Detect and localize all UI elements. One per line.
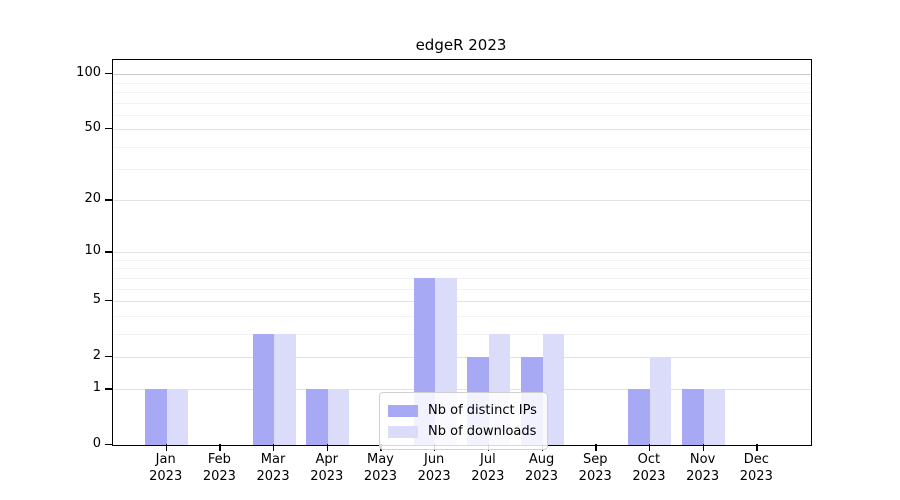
gridline-5 xyxy=(113,301,811,303)
y-tick-label-2: 2 xyxy=(92,347,101,363)
x-tick-label-month: Jun xyxy=(423,452,445,467)
bar-ips-apr xyxy=(306,389,328,445)
plot-area: Nb of distinct IPs Nb of downloads xyxy=(112,59,812,450)
gridline-minor xyxy=(113,333,811,335)
bar-downloads-mar xyxy=(274,333,296,445)
y-tick-label-20: 20 xyxy=(84,191,101,207)
y-tick-2 xyxy=(105,355,112,358)
x-tick-label-nov: Nov 2023 xyxy=(668,451,738,485)
y-tick-5 xyxy=(105,300,112,302)
x-tick-label-year: 2023 xyxy=(256,469,290,484)
y-tick-label-10: 10 xyxy=(84,243,101,259)
gridline-20 xyxy=(113,200,811,202)
x-tick-label-month: Nov xyxy=(689,452,716,467)
y-tick-label-5: 5 xyxy=(92,292,101,308)
x-tick-mar xyxy=(273,444,275,451)
x-tick-label-year: 2023 xyxy=(363,469,397,484)
legend-item-distinct-ips: Nb of distinct IPs xyxy=(388,400,537,421)
gridline-minor xyxy=(113,91,811,93)
x-tick-label-year: 2023 xyxy=(686,469,720,484)
legend-swatch-ips xyxy=(388,404,418,417)
gridline-minor xyxy=(113,114,811,116)
gridline-100 xyxy=(113,74,811,76)
x-tick-label-month: Jan xyxy=(155,452,176,467)
bar-downloads-nov xyxy=(703,389,726,445)
gridline-1 xyxy=(113,389,811,391)
x-tick-label-month: Aug xyxy=(528,452,555,467)
x-tick-label-month: Sep xyxy=(582,452,608,467)
x-tick-nov xyxy=(702,444,704,451)
bar-ips-oct xyxy=(628,389,650,445)
gridline-minor xyxy=(113,169,811,171)
x-tick-label-year: 2023 xyxy=(202,469,236,484)
y-tick-label-1: 1 xyxy=(92,380,101,396)
gridline-minor xyxy=(113,82,811,84)
x-tick-label-jan: Jan 2023 xyxy=(131,451,201,485)
x-tick-label-aug: Aug 2023 xyxy=(507,451,577,485)
y-tick-label-100: 100 xyxy=(76,65,101,81)
bar-downloads-apr xyxy=(327,389,350,445)
gridline-minor xyxy=(113,102,811,104)
x-tick-label-month: Dec xyxy=(743,452,769,467)
x-tick-apr xyxy=(326,444,329,451)
legend-label-ips: Nb of distinct IPs xyxy=(428,403,537,418)
legend-swatch-downloads xyxy=(388,425,418,438)
gridline-50 xyxy=(113,129,811,131)
x-tick-label-year: 2023 xyxy=(417,469,451,484)
legend-label-downloads: Nb of downloads xyxy=(428,424,537,439)
x-tick-label-sep: Sep 2023 xyxy=(560,451,630,485)
x-tick-label-month: Feb xyxy=(207,452,231,467)
gridline-minor xyxy=(113,288,811,290)
chart-title: edgeR 2023 xyxy=(415,36,507,54)
x-tick-label-month: Mar xyxy=(260,452,286,467)
x-tick-feb xyxy=(219,444,221,451)
gridline-minor xyxy=(113,268,811,270)
gridline-minor xyxy=(113,315,811,317)
legend: Nb of distinct IPs Nb of downloads xyxy=(379,392,548,450)
x-tick-jan xyxy=(165,444,167,451)
x-tick-label-apr: Apr 2023 xyxy=(292,451,362,485)
x-tick-label-month: May xyxy=(367,452,394,467)
x-tick-label-year: 2023 xyxy=(471,469,505,484)
x-tick-label-year: 2023 xyxy=(149,469,183,484)
y-tick-label-0: 0 xyxy=(92,436,101,451)
x-tick-label-jul: Jul 2023 xyxy=(453,451,523,485)
y-tick-100 xyxy=(105,73,112,75)
bar-downloads-jan xyxy=(166,389,189,445)
gridline-10 xyxy=(113,252,811,254)
y-tick-0 xyxy=(105,444,112,446)
x-tick-sep xyxy=(595,444,597,451)
gridline-2 xyxy=(113,356,811,358)
legend-item-downloads: Nb of downloads xyxy=(388,421,537,442)
gridline-minor xyxy=(113,260,811,261)
y-tick-1 xyxy=(105,388,112,390)
y-tick-10 xyxy=(105,251,112,253)
x-tick-label-year: 2023 xyxy=(578,469,612,484)
bar-downloads-oct xyxy=(649,356,672,445)
x-tick-label-year: 2023 xyxy=(739,469,773,484)
y-tick-50 xyxy=(105,128,112,130)
y-tick-20 xyxy=(105,199,112,201)
x-tick-label-year: 2023 xyxy=(632,469,666,484)
x-tick-label-year: 2023 xyxy=(524,469,559,484)
x-tick-oct xyxy=(648,444,651,451)
x-tick-dec xyxy=(756,444,758,451)
x-tick-label-mar: Mar 2023 xyxy=(238,451,308,485)
gridline-minor xyxy=(113,146,811,148)
y-tick-label-50: 50 xyxy=(84,120,101,136)
bar-ips-jan xyxy=(145,389,167,445)
x-tick-label-month: Jul xyxy=(480,452,496,467)
bar-ips-mar xyxy=(252,333,275,445)
x-tick-label-dec: Dec 2023 xyxy=(721,451,791,485)
x-tick-label-oct: Oct 2023 xyxy=(614,451,684,485)
x-tick-label-month: Apr xyxy=(315,452,339,467)
x-tick-label-may: May 2023 xyxy=(345,451,415,485)
gridline-minor xyxy=(113,277,811,279)
bar-ips-nov xyxy=(682,389,704,445)
x-tick-label-feb: Feb 2023 xyxy=(184,451,254,485)
x-tick-label-year: 2023 xyxy=(310,469,344,484)
x-tick-label-jun: Jun 2023 xyxy=(399,451,469,485)
x-tick-label-month: Oct xyxy=(637,452,661,467)
